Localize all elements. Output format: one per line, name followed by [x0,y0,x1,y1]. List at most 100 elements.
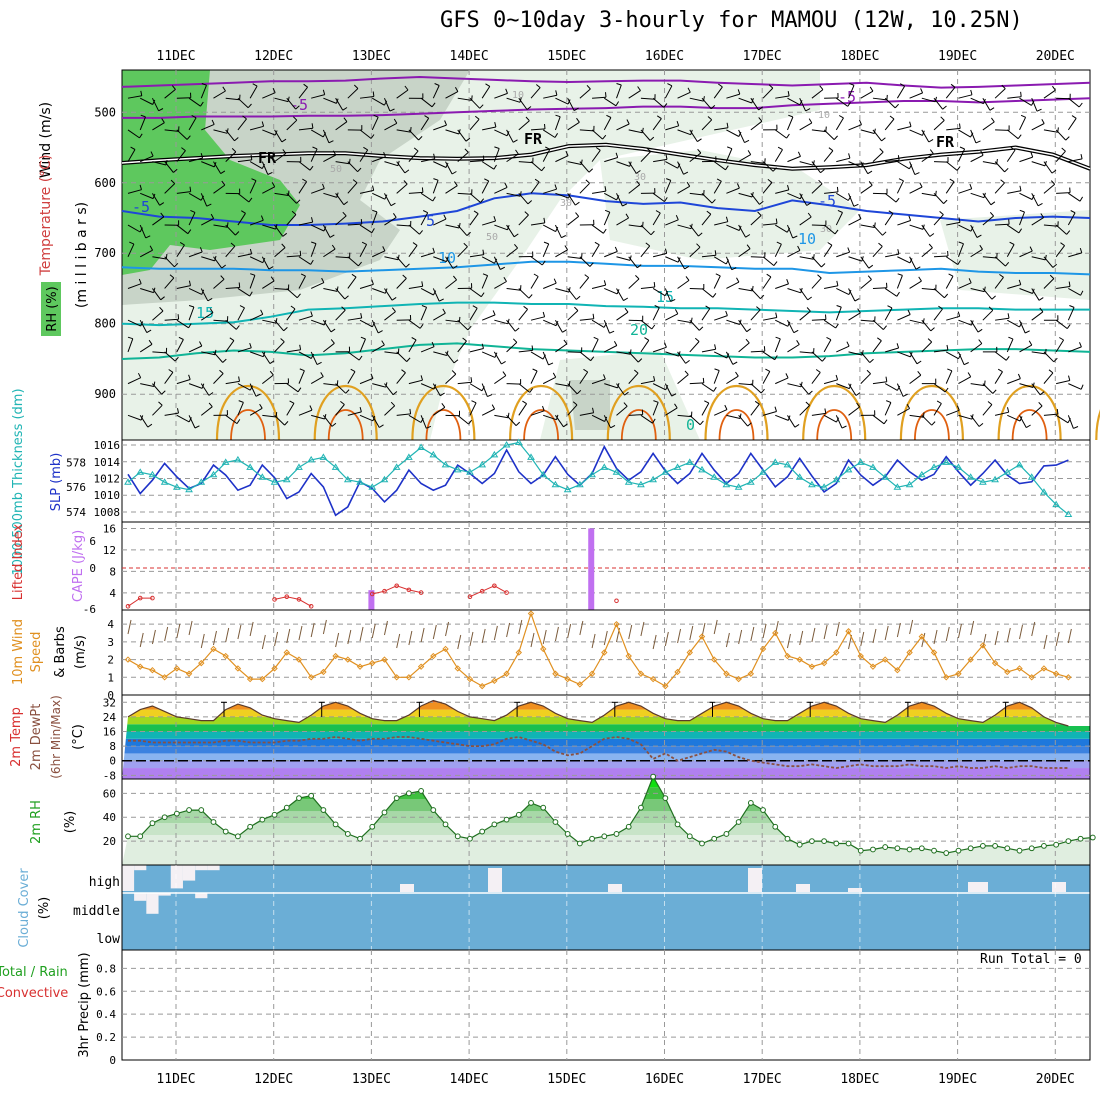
pressure-tick-label: 700 [94,246,116,260]
wind10m-marker [185,670,193,677]
wind-barb-flag [572,401,578,406]
wind-barb [872,287,887,289]
wind-barb [152,288,162,301]
wind-barb [433,161,447,168]
wind-barb [616,123,630,131]
wind-barb-flag [930,327,935,332]
wind-barb-flag [555,114,561,118]
wind-barb [945,275,954,289]
wind-barb [1056,286,1071,289]
precip-tick-label: 0.8 [96,962,116,975]
wind-barb [311,414,325,420]
wind-barb [213,224,228,228]
wind-barb-flag [311,241,317,245]
wind-barb-flag [523,305,528,310]
thickness-marker [148,470,157,478]
wind-barb [1019,415,1027,428]
wind-barb [604,157,618,163]
wind-barb-flag [229,337,235,342]
contour-label: FR [524,130,543,148]
wind-barb-flag [371,322,376,328]
precip-tick-label: 0.6 [96,985,116,998]
wind-barb-flag [494,121,497,128]
wind-barb [664,180,672,194]
wind-barb [323,192,337,198]
wind-barb [506,247,518,258]
wind-barb [567,404,578,416]
wind-barb [493,148,500,162]
thickness-marker [502,440,511,448]
wind-barb [762,161,774,172]
wind-barb-flag [726,122,729,128]
wind-barb [775,189,789,194]
wind-barb-flag [727,146,733,150]
wind-barb [701,383,714,392]
wind-barb [579,318,594,321]
wind-barb-flag [867,275,872,280]
wind-barb [713,86,723,99]
slp-axis-label: SLP (mb) [49,453,64,512]
wind-barb-flag [613,340,618,346]
wind-barb [542,351,549,366]
wind-barb [469,213,479,226]
wind-barb-flag [139,133,143,139]
wind-barb-flag [918,276,922,282]
temp-band [122,738,1090,747]
wind-barb [347,317,362,321]
wind-barb [543,414,557,421]
slp-tick-label: 1010 [94,489,121,502]
wind-barb-flag [239,305,245,309]
wind-barb-flag [312,146,318,150]
wind-barb [262,92,276,99]
wind-barb-flag [206,203,212,207]
wind-barb [554,224,562,238]
wind-barb-flag [1070,210,1076,214]
wind-barb [176,129,188,140]
wind-barb [799,383,810,395]
wind-barb-flag [169,274,175,279]
wind-barb-flag [732,361,738,365]
wind-barb [396,256,407,268]
wind-barb-flag [542,405,545,411]
wind-barb [945,256,959,266]
wind-barb [701,192,713,204]
wind-barb [408,129,419,141]
wind-barb-flag [129,241,135,245]
wind-barb-flag [990,117,995,123]
cloud-high-gap [968,882,988,892]
wind-barb-flag [714,344,717,350]
slp-panel-frame [121,439,1091,523]
wind10m-barb [713,619,718,635]
wind-barb [677,319,692,324]
wind-barb-flag [1038,297,1044,301]
wind-barb-flag [358,261,362,267]
wind-barb-flag [878,242,883,247]
wind-barb [591,414,605,422]
wind-barb [591,319,605,328]
wind-barb [249,383,257,397]
wind-barb [127,243,135,257]
thickness-marker [270,478,279,485]
isotherm-FR-core [121,143,1091,170]
wind-barb [994,161,1005,173]
wind-barb-flag [341,306,346,311]
wind-barb-flag [581,253,583,259]
wind-barb-flag [406,357,411,362]
wind10m-marker [515,649,523,656]
wind-barb [213,373,224,384]
wind-barb-flag [989,107,995,111]
wind-barb [1019,319,1026,334]
wind-barb [237,383,251,391]
wind10m-label-c: & Barbs [53,626,68,678]
wind-barb [555,319,563,333]
wind-barb [457,414,469,425]
wind-barb-flag [858,214,862,219]
wind-barb [677,351,687,364]
wind-barb [958,148,966,162]
wind-barb [506,287,521,291]
wind-barb [921,341,933,353]
wind-barb-flag [653,400,659,403]
wind-barb [176,379,191,385]
wind10m-barb [530,632,535,648]
wind-barb-flag [535,84,541,88]
